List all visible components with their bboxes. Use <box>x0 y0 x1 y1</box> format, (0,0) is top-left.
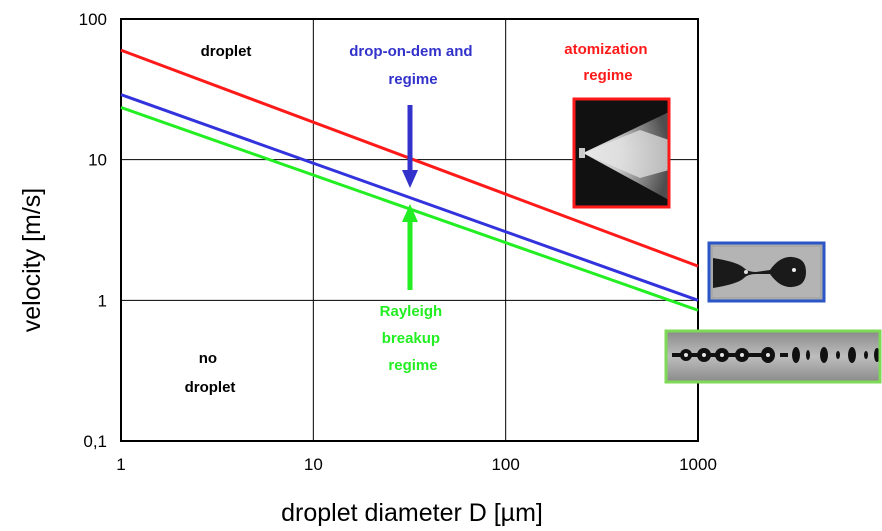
y-tick-label-1: 1 <box>98 291 107 310</box>
arrow-up-icon <box>402 204 418 290</box>
annotation-no-droplet-line2: droplet <box>185 379 236 396</box>
drop-on-demand-image <box>707 241 826 303</box>
annotation-no-droplet: no droplet <box>185 350 236 396</box>
y-tick-label-3: 100 <box>79 10 107 29</box>
x-tick-label-0: 1 <box>116 455 125 474</box>
arrow-down-icon <box>402 105 418 188</box>
x-axis-label: droplet diameter D [µm] <box>281 499 543 527</box>
y-tick-labels: 0,1 1 10 100 <box>79 10 107 451</box>
annotation-rayleigh-line1: Rayleigh <box>380 303 443 320</box>
x-tick-label-2: 100 <box>491 455 519 474</box>
annotation-dod-line1: drop-on-dem and <box>349 43 472 60</box>
annotation-rayleigh-line2: breakup <box>382 330 440 347</box>
annotation-rayleigh: Rayleigh breakup regime <box>380 303 447 374</box>
annotation-rayleigh-line3: regime <box>388 357 437 374</box>
y-tick-label-2: 10 <box>88 151 107 170</box>
series-line-1 <box>120 93 699 302</box>
annotation-drop-on-demand: drop-on-dem and regime <box>349 43 477 88</box>
x-tick-label-1: 10 <box>304 455 323 474</box>
atomization-image <box>572 97 671 209</box>
annotation-atomization-line2: regime <box>583 67 632 84</box>
annotation-droplet: droplet <box>201 43 252 60</box>
annotation-dod-line2: regime <box>388 71 437 88</box>
y-axis-label: velocity [m/s] <box>18 188 46 332</box>
x-tick-labels: 1 10 100 1000 <box>116 455 717 474</box>
y-tick-label-0: 0,1 <box>83 432 107 451</box>
annotation-atomization: atomization regime <box>564 41 652 84</box>
x-tick-label-3: 1000 <box>679 455 717 474</box>
annotation-no-droplet-line1: no <box>199 350 217 367</box>
annotation-atomization-line1: atomization <box>564 41 647 58</box>
rayleigh-image <box>664 329 882 384</box>
